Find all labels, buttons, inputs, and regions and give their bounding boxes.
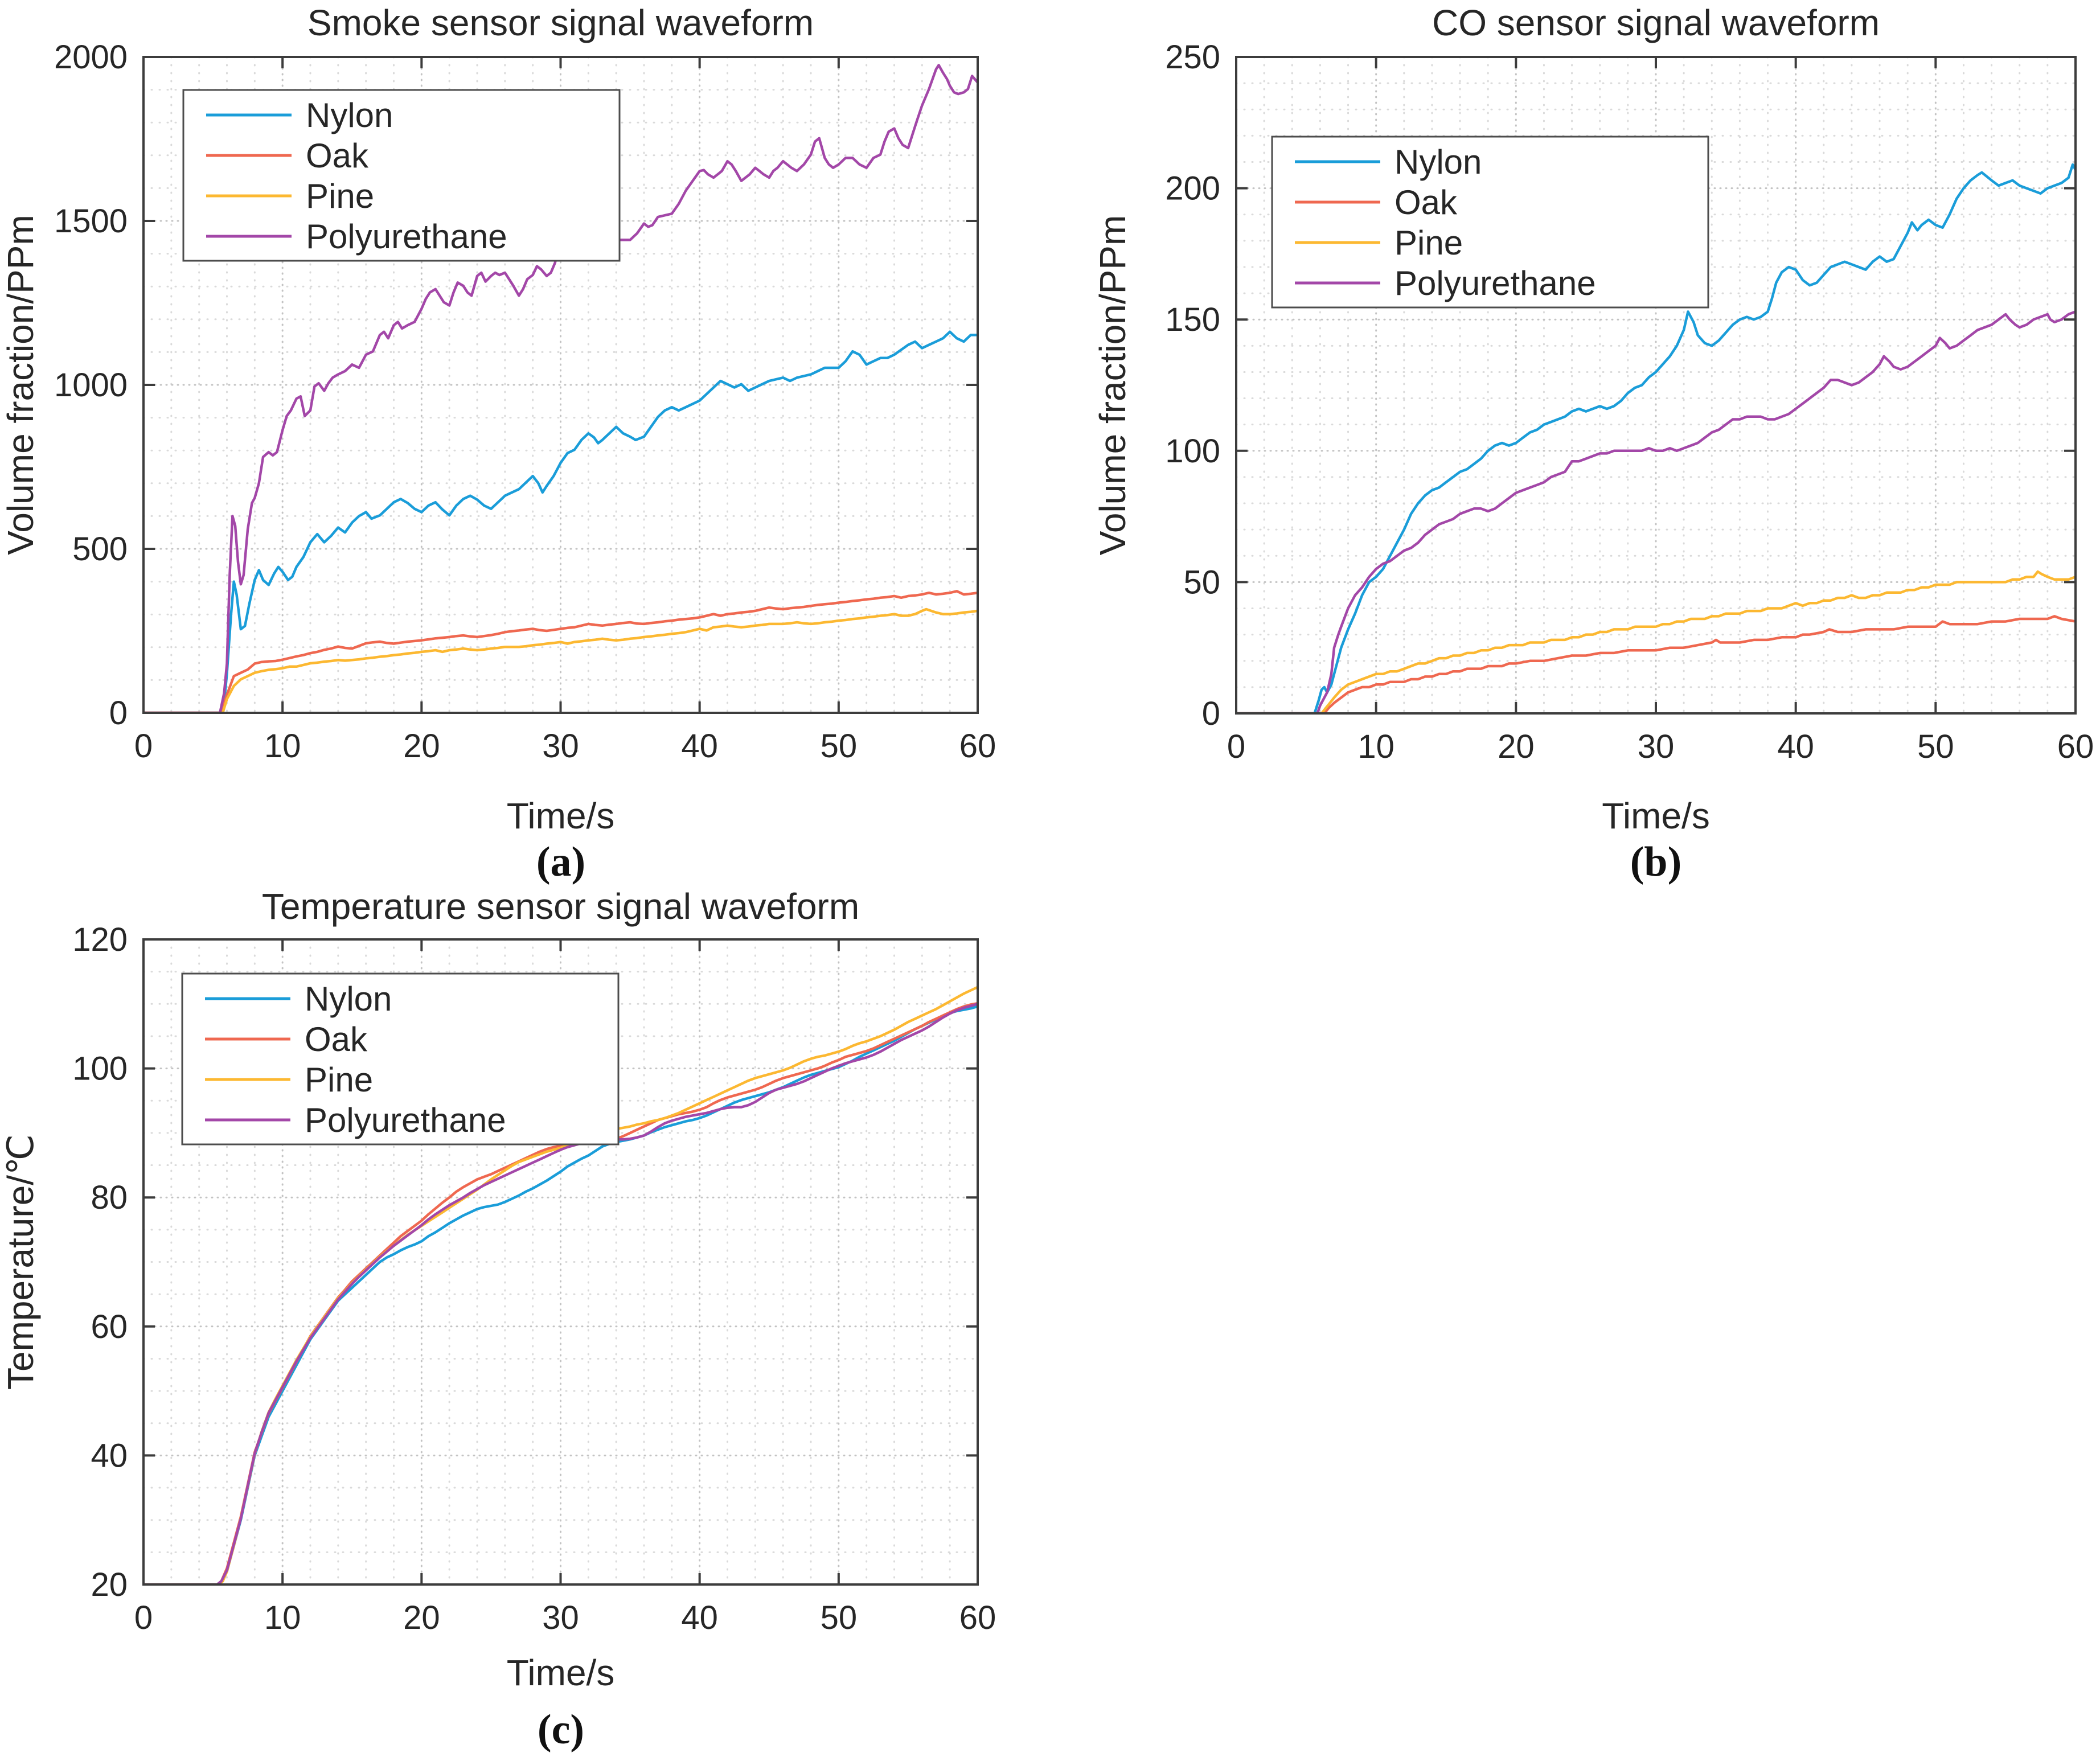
x-tick-label: 0 [1227, 728, 1245, 765]
legend-label-oak: Oak [306, 137, 369, 175]
y-tick-label: 50 [1183, 564, 1220, 601]
subplot-caption-b: (b) [1630, 839, 1682, 885]
y-axis-label: Volume fraction/PPm [1092, 215, 1133, 556]
x-tick-label: 10 [264, 1599, 301, 1636]
x-axis-label: Time/s [507, 1652, 615, 1693]
series-line-pine [1236, 570, 2076, 713]
temperature-sensor-chart: 0 10 20 30 40 50 60 20 40 60 80 100 120 Temperature s… [0, 888, 996, 1693]
series-line-nylon [143, 330, 978, 713]
series-line-nylon [1236, 163, 2076, 713]
x-tick-label: 30 [542, 728, 579, 765]
x-tick-label: 0 [134, 1599, 153, 1636]
y-tick-label: 80 [91, 1179, 128, 1216]
series-line-pine [143, 607, 978, 713]
x-tick-label: 30 [1638, 728, 1675, 765]
subplot-caption-a: (a) [536, 839, 586, 885]
y-tick-label: 40 [91, 1437, 128, 1474]
y-tick-label: 250 [1165, 39, 1220, 76]
legend-label-pine: Pine [1394, 224, 1463, 262]
x-tick-label: 40 [681, 728, 718, 765]
x-axis-label: Time/s [1602, 795, 1710, 836]
legend-label-polyurethane: Polyurethane [306, 217, 507, 256]
x-tick-label: 10 [264, 728, 301, 765]
y-tick-label: 150 [1165, 301, 1220, 338]
chart-title: CO sensor signal waveform [1432, 2, 1880, 43]
y-tick-label: 100 [72, 1050, 128, 1087]
subplot-caption-c: (c) [537, 1706, 585, 1753]
chart-title: Smoke sensor signal waveform [307, 2, 814, 43]
legend-label-polyurethane: Polyurethane [305, 1101, 506, 1139]
legend-label-oak: Oak [305, 1020, 368, 1058]
y-tick-label: 120 [72, 921, 128, 958]
y-tick-label: 200 [1165, 170, 1220, 207]
y-tick-label: 1500 [54, 203, 128, 240]
legend-label-oak: Oak [1394, 183, 1458, 221]
series-group-b [1236, 163, 2076, 713]
axes-a: 0 10 20 30 40 50 60 0 500 1000 1500 2000 [54, 39, 996, 765]
x-tick-label: 50 [1917, 728, 1954, 765]
smoke-sensor-chart: 0 10 20 30 40 50 60 0 500 1000 1500 2000 Smoke senso… [0, 2, 996, 836]
legend-label-nylon: Nylon [305, 980, 392, 1018]
legend-label-nylon: Nylon [1394, 143, 1482, 181]
y-tick-label: 20 [91, 1566, 128, 1603]
axes-b: 0 10 20 30 40 50 60 0 50 100 150 200 250 [1165, 39, 2094, 765]
y-axis-label: Volume fraction/PPm [0, 215, 41, 555]
y-tick-label: 500 [72, 531, 128, 568]
x-tick-label: 60 [959, 1599, 996, 1636]
x-tick-label: 50 [821, 728, 858, 765]
axes-c: 0 10 20 30 40 50 60 20 40 60 80 100 120 [72, 921, 996, 1636]
legend-label-nylon: Nylon [306, 96, 393, 134]
series-line-polyurethane [1236, 310, 2076, 713]
x-tick-label: 0 [134, 728, 153, 765]
y-axis-label: Temperature/℃ [0, 1134, 41, 1390]
series-line-oak [143, 590, 978, 713]
x-tick-label: 20 [403, 728, 440, 765]
x-tick-label: 60 [2057, 728, 2094, 765]
x-tick-label: 40 [1777, 728, 1814, 765]
y-tick-label: 1000 [54, 367, 128, 404]
x-tick-label: 20 [1498, 728, 1535, 765]
y-tick-label: 60 [91, 1308, 128, 1345]
co-sensor-chart: 0 10 20 30 40 50 60 0 50 100 150 200 250 CO sensor si… [1092, 2, 2094, 836]
x-tick-label: 20 [403, 1599, 440, 1636]
y-tick-label: 2000 [54, 39, 128, 76]
legend-label-pine: Pine [306, 177, 374, 215]
x-axis-label: Time/s [507, 795, 615, 836]
y-tick-label: 0 [1202, 695, 1220, 732]
x-tick-label: 60 [959, 728, 996, 765]
series-line-oak [1236, 615, 2076, 713]
legend-label-polyurethane: Polyurethane [1394, 264, 1596, 302]
y-tick-label: 0 [109, 695, 128, 732]
legend-label-pine: Pine [305, 1061, 373, 1099]
x-tick-label: 40 [681, 1599, 718, 1636]
chart-title: Temperature sensor signal waveform [262, 888, 859, 927]
y-tick-label: 100 [1165, 433, 1220, 470]
x-tick-label: 30 [542, 1599, 579, 1636]
x-tick-label: 50 [821, 1599, 858, 1636]
x-tick-label: 10 [1357, 728, 1394, 765]
